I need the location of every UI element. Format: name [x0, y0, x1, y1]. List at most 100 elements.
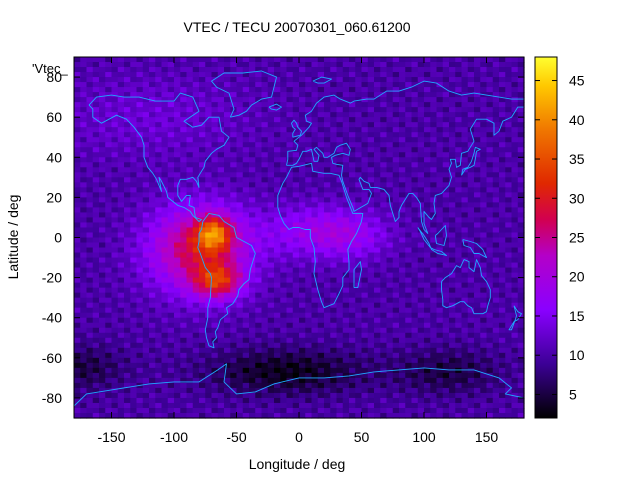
heatmap-cell: [474, 162, 481, 168]
heatmap-cell: [455, 247, 463, 254]
heatmap-cell: [186, 362, 194, 369]
heatmap-cell: [267, 227, 275, 234]
heatmap-cell: [74, 127, 81, 133]
heatmap-cell: [417, 277, 425, 284]
heatmap-cell: [336, 222, 344, 229]
heatmap-cell: [486, 62, 494, 68]
heatmap-cell: [411, 127, 419, 133]
heatmap-cell: [174, 402, 181, 409]
heatmap-cell: [467, 292, 475, 299]
heatmap-cell: [480, 362, 488, 369]
heatmap-cell: [149, 342, 156, 349]
heatmap-cell: [299, 347, 306, 354]
heatmap-cell: [149, 362, 156, 369]
heatmap-cell: [336, 177, 344, 183]
heatmap-cell: [217, 62, 225, 68]
heatmap-cell: [99, 137, 106, 143]
heatmap-cell: [449, 172, 456, 178]
heatmap-cell: [505, 182, 513, 188]
heatmap-cell: [261, 322, 269, 329]
heatmap-cell: [249, 387, 256, 394]
heatmap-cell: [149, 322, 156, 329]
heatmap-cell: [492, 122, 500, 128]
heatmap-cell: [167, 402, 175, 409]
heatmap-cell: [355, 272, 363, 279]
heatmap-cell: [417, 242, 425, 249]
heatmap-cell: [449, 282, 456, 289]
heatmap-cell: [305, 272, 313, 279]
heatmap-cell: [255, 167, 263, 173]
heatmap-cell: [267, 152, 275, 158]
heatmap-cell: [161, 187, 169, 193]
heatmap-cell: [336, 382, 344, 389]
heatmap-cell: [86, 187, 94, 193]
heatmap-cell: [136, 292, 144, 299]
heatmap-cell: [486, 167, 494, 173]
heatmap-cell: [199, 202, 206, 209]
heatmap-cell: [467, 252, 475, 259]
heatmap-cell: [111, 122, 119, 128]
heatmap-cell: [236, 337, 244, 344]
heatmap-cell: [349, 302, 356, 309]
heatmap-cell: [392, 392, 400, 399]
heatmap-cell: [111, 242, 119, 249]
heatmap-cell: [374, 202, 381, 209]
heatmap-cell: [92, 322, 100, 329]
heatmap-cell: [255, 127, 263, 133]
heatmap-cell: [224, 357, 231, 364]
heatmap-cell: [280, 87, 288, 93]
heatmap-cell: [230, 132, 238, 138]
heatmap-cell: [211, 92, 219, 98]
heatmap-cell: [192, 232, 200, 239]
heatmap-cell: [355, 377, 363, 384]
heatmap-cell: [261, 382, 269, 389]
heatmap-cell: [224, 392, 231, 399]
heatmap-cell: [361, 247, 369, 254]
heatmap-cell: [461, 222, 469, 229]
heatmap-cell: [499, 392, 506, 399]
heatmap-cell: [74, 202, 81, 209]
heatmap-cell: [267, 107, 275, 113]
heatmap-cell: [180, 272, 188, 279]
heatmap-cell: [280, 327, 288, 334]
heatmap-cell: [517, 242, 525, 249]
heatmap-cell: [374, 367, 381, 374]
heatmap-cell: [249, 242, 256, 249]
heatmap-cell: [505, 397, 513, 404]
heatmap-cell: [136, 57, 144, 63]
heatmap-cell: [324, 277, 331, 284]
heatmap-cell: [455, 272, 463, 279]
heatmap-cell: [236, 177, 244, 183]
heatmap-cell: [361, 352, 369, 359]
heatmap-cell: [486, 137, 494, 143]
heatmap-cell: [280, 142, 288, 148]
heatmap-cell: [124, 157, 131, 163]
heatmap-cell: [167, 242, 175, 249]
heatmap-cell: [380, 257, 388, 264]
heatmap-cell: [342, 237, 350, 244]
heatmap-cell: [99, 192, 106, 198]
heatmap-cell: [142, 207, 150, 214]
heatmap-cell: [442, 132, 450, 138]
heatmap-cell: [124, 387, 131, 394]
heatmap-cell: [255, 332, 263, 339]
heatmap-cell: [80, 242, 88, 249]
heatmap-cell: [286, 67, 294, 73]
heatmap-cell: [280, 192, 288, 198]
heatmap-cell: [405, 117, 413, 123]
heatmap-cell: [167, 107, 175, 113]
heatmap-cell: [74, 227, 81, 234]
heatmap-cell: [461, 307, 469, 314]
heatmap-cell: [292, 202, 300, 209]
heatmap-cell: [355, 217, 363, 224]
heatmap-cell: [517, 397, 525, 404]
heatmap-cell: [499, 97, 506, 103]
heatmap-cell: [92, 162, 100, 168]
heatmap-cell: [224, 197, 231, 203]
heatmap-cell: [111, 317, 119, 324]
heatmap-cell: [130, 387, 138, 394]
heatmap-cell: [111, 177, 119, 183]
heatmap-cell: [261, 297, 269, 304]
heatmap-cell: [405, 327, 413, 334]
heatmap-cell: [474, 377, 481, 384]
